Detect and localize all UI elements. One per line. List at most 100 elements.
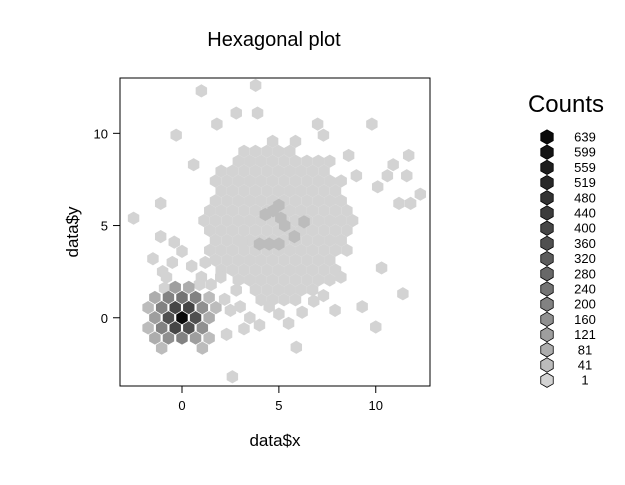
hex-bin [312, 154, 325, 168]
hex-bin-outlier [404, 196, 417, 211]
y-tick-label: 5 [101, 219, 108, 234]
hex-bin-dense [189, 290, 202, 305]
hex-bin-outlier [154, 196, 167, 211]
hex-bin [209, 194, 222, 208]
hex-bin-dense [203, 311, 215, 325]
hex-bin-dense [203, 331, 215, 345]
hex-bin [232, 273, 245, 287]
hex-bin [244, 154, 256, 168]
hex-bin [249, 223, 262, 238]
hex-bin [204, 223, 216, 238]
hex-bin [324, 174, 336, 188]
hex-bin [261, 164, 273, 178]
hex-bin [272, 263, 285, 277]
hex-bin [273, 307, 285, 321]
hex-bin [232, 253, 245, 267]
hex-bin [312, 233, 325, 247]
hex-bin [312, 174, 325, 188]
x-axis: 0 5 10 [178, 385, 383, 413]
legend-hex [540, 311, 554, 328]
hex-bin-outlier [350, 169, 363, 183]
hex-bin [198, 214, 210, 228]
hex-bin-outlier [195, 84, 208, 98]
x-tick-label: 10 [369, 398, 383, 413]
hex-bin-mid [298, 215, 310, 229]
hex-bin-outlier [160, 270, 173, 284]
legend-hex [540, 220, 554, 236]
hex-bin-mid [253, 237, 266, 251]
hex-bin [306, 263, 319, 277]
hex-bin [232, 174, 245, 188]
hex-bin-dense [196, 321, 209, 335]
hex-bin [272, 184, 285, 198]
hex-bin [308, 294, 320, 308]
hex-bin-dense [196, 341, 209, 355]
hex-bin [249, 263, 262, 277]
hex-bin [289, 293, 302, 307]
hex-bin [289, 134, 302, 148]
legend: 6395995595194804404003603202802402001601… [540, 129, 596, 388]
hex-bin [226, 223, 239, 238]
hex-bin [317, 289, 330, 303]
hex-bin [218, 292, 231, 306]
hex-bin [238, 164, 250, 178]
legend-label: 400 [574, 221, 596, 236]
legend-label: 200 [574, 297, 596, 312]
x-axis-label: data$x [249, 431, 301, 450]
legend-label: 81 [578, 342, 592, 357]
hex-bin-outlier [381, 169, 394, 183]
hex-bin-outlier [170, 128, 182, 142]
legend-label: 41 [578, 358, 592, 373]
hex-bin [278, 273, 290, 287]
hex-bin [226, 243, 239, 257]
chart-title: Hexagonal plot [207, 29, 341, 51]
legend-label: 280 [574, 266, 596, 281]
hex-bin-outlier [402, 148, 415, 163]
hex-bin-dense [155, 301, 168, 315]
hex-bin-outlier [290, 340, 303, 354]
hex-bin [215, 204, 227, 218]
hex-bin [324, 253, 336, 267]
hex-bin-dense [183, 280, 195, 294]
hex-bin [255, 174, 267, 188]
hex-bin [296, 305, 308, 319]
hex-bin [284, 263, 296, 277]
legend-hex [540, 357, 554, 373]
hex-bin-outlier [401, 169, 413, 183]
hex-bin [306, 164, 319, 178]
hex-bin [329, 204, 342, 218]
legend-hex [540, 281, 554, 297]
hex-bin [289, 214, 302, 228]
hex-bin [266, 154, 279, 168]
hex-bin [312, 214, 325, 228]
legend-hex [540, 174, 554, 191]
hex-bin [215, 184, 227, 198]
legend-label: 240 [574, 282, 596, 297]
hex-bin [224, 303, 237, 317]
hex-bin [255, 273, 267, 287]
hex-bin-mid [263, 237, 275, 251]
hex-bin [295, 263, 307, 277]
legend-hex [540, 326, 554, 343]
hex-bin [324, 154, 336, 168]
hex-bin-dense [162, 290, 175, 305]
hex-bin-dense [149, 311, 161, 325]
hex-bin-outlier [370, 320, 382, 334]
hex-bin [199, 255, 211, 270]
legend-label: 121 [574, 327, 596, 342]
hex-bin [255, 154, 267, 168]
hex-bin [306, 204, 319, 218]
legend-hex [540, 235, 554, 252]
hex-bin [209, 233, 222, 247]
hex-bin [295, 204, 307, 218]
y-axis: 0 5 10 [94, 126, 121, 326]
hex-bin [215, 223, 227, 238]
hex-bin-mid [288, 230, 301, 244]
hex-bin-dense [196, 301, 209, 315]
legend-label: 639 [574, 130, 596, 145]
hex-bin [289, 273, 302, 287]
hex-bin-dense [142, 321, 154, 335]
hex-bin [226, 164, 239, 178]
hex-bin [301, 194, 313, 208]
hex-bin [147, 252, 159, 266]
